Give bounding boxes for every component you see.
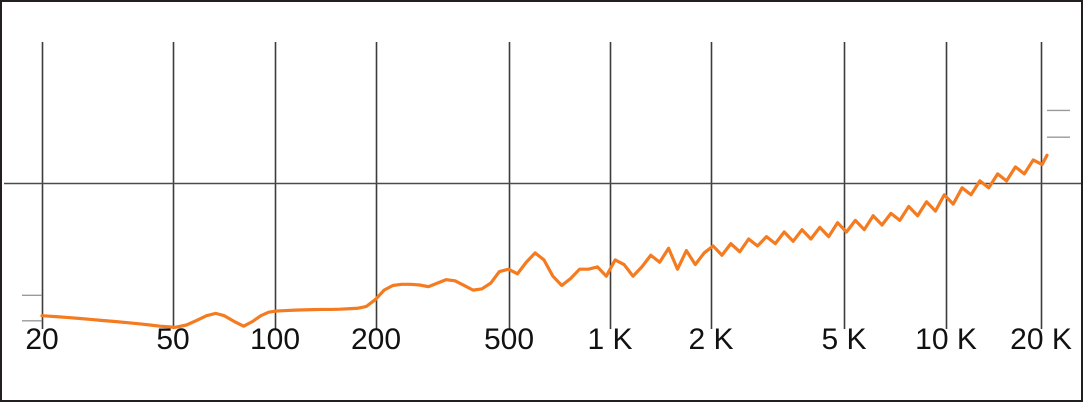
x-axis-tick-label-200: 200 (350, 323, 402, 356)
x-axis-tick-label-10k: 10 K (915, 323, 977, 356)
x-axis-tick-label-20k: 20 K (1010, 323, 1072, 356)
axis-tick-marks (22, 109, 1070, 322)
x-axis-tick-label-500: 500 (483, 323, 535, 356)
x-axis-tick-label-20: 20 (25, 323, 59, 356)
gridlines (41, 42, 1043, 329)
x-axis-tick-label-50: 50 (156, 323, 190, 356)
x-axis-tick-label-1k: 1 K (587, 323, 633, 356)
x-axis-tick-label-5k: 5 K (821, 323, 867, 356)
x-axis-tick-label-2k: 2 K (688, 323, 734, 356)
x-axis-tick-label-100: 100 (249, 323, 301, 356)
response-curve (40, 153, 1049, 329)
response-curve-path (40, 153, 1049, 329)
